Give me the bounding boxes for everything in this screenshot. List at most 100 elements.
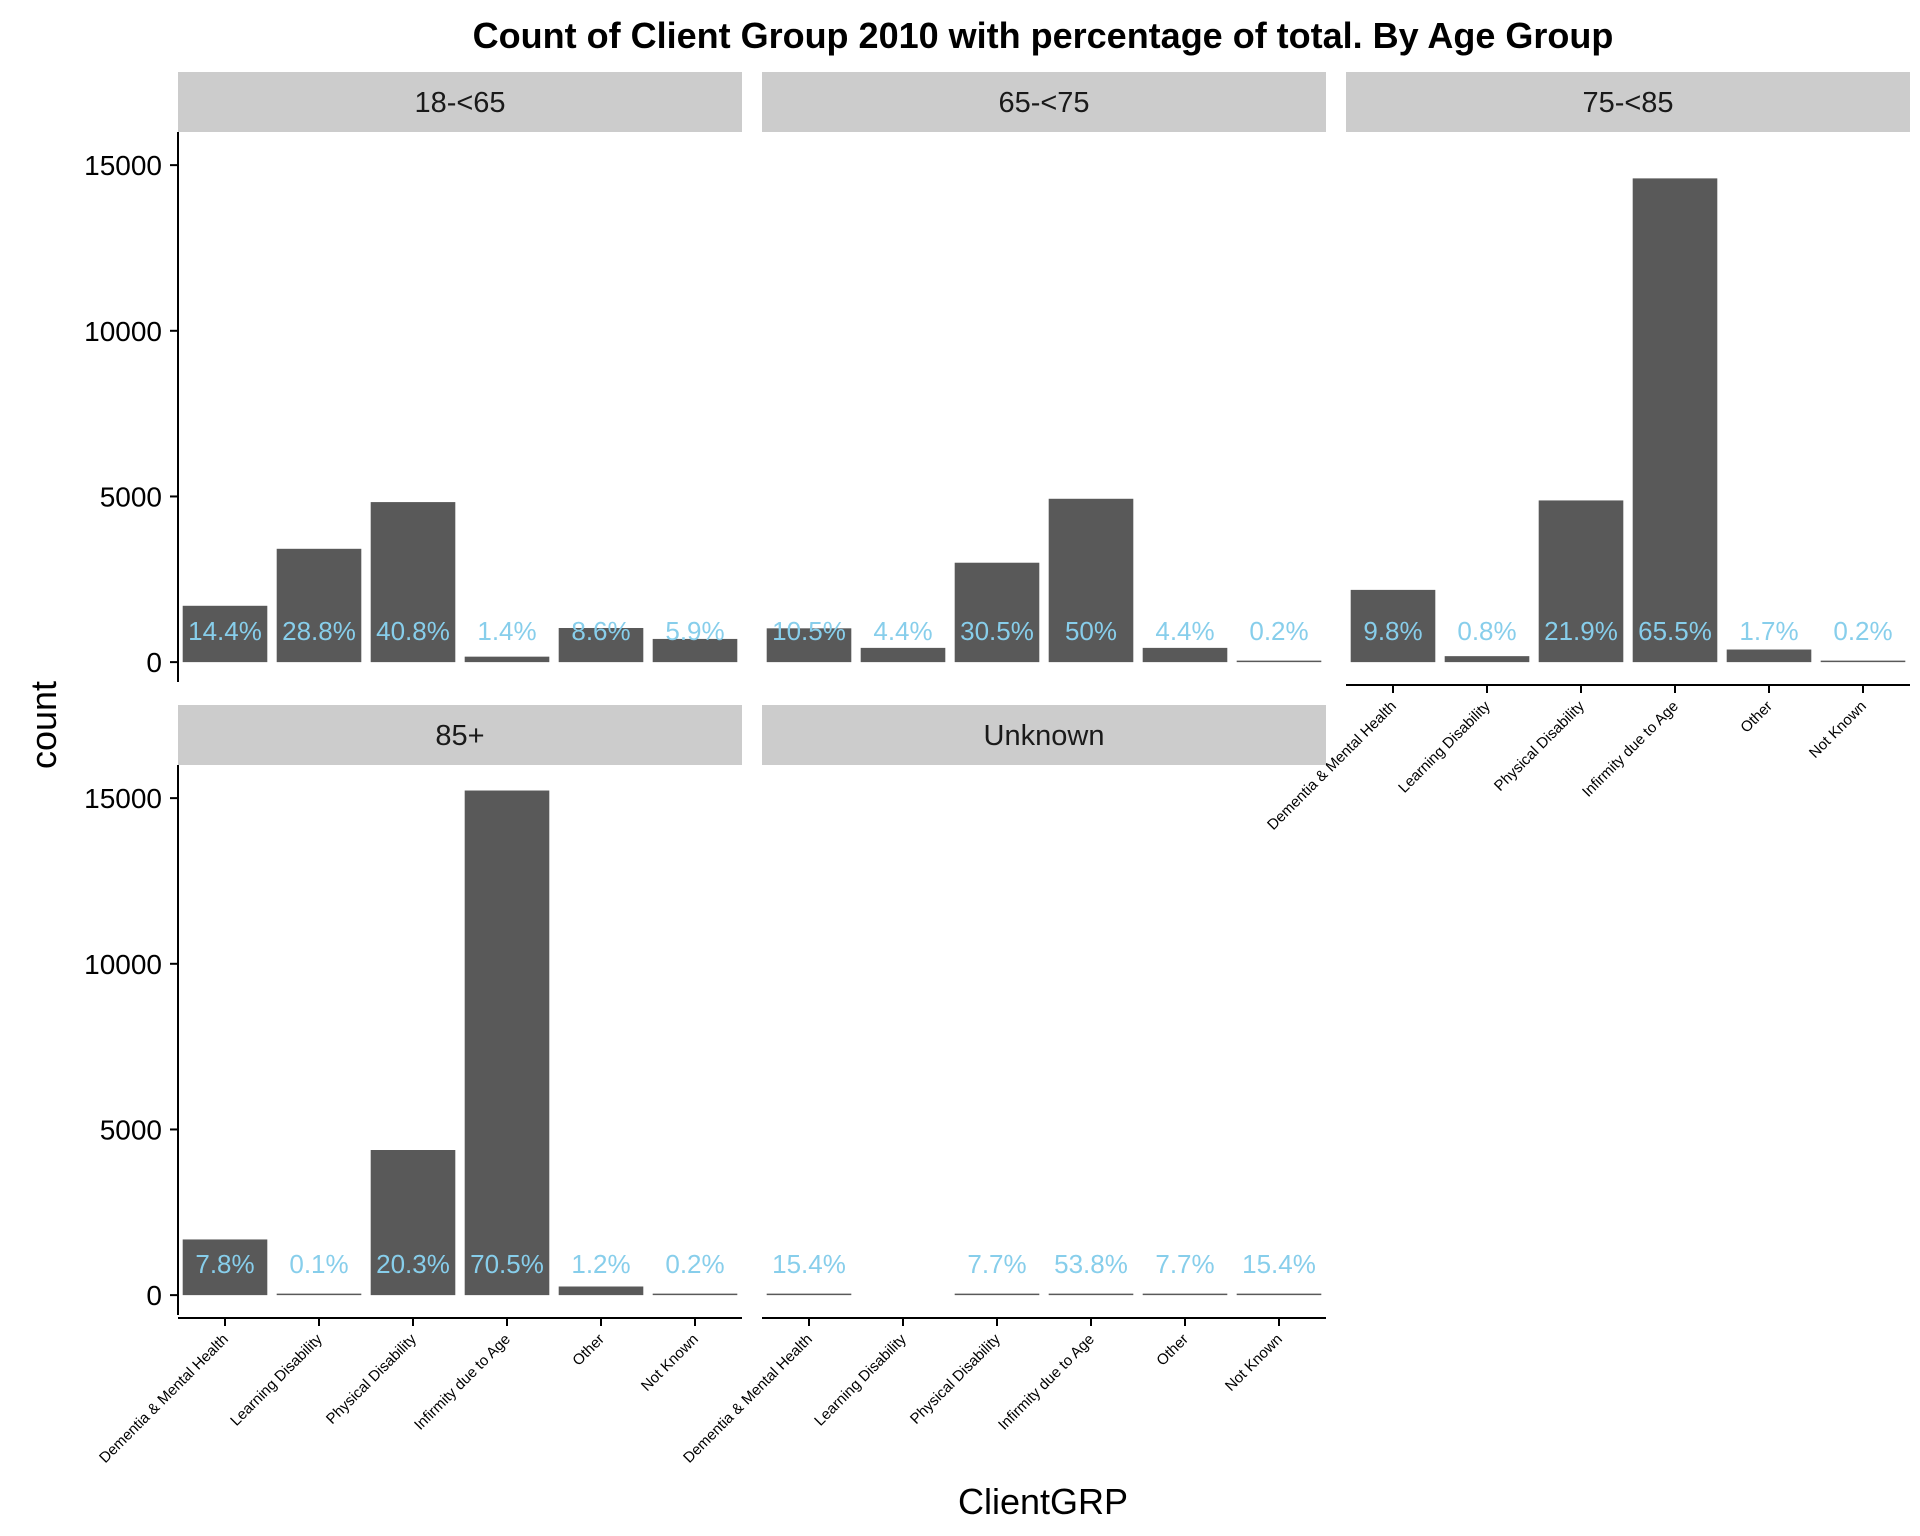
data-label: 15.4% [772, 1249, 846, 1279]
x-tick-label: Not Known [1806, 698, 1870, 762]
bar [1142, 647, 1228, 663]
data-label: 50% [1065, 616, 1117, 646]
bar [276, 548, 362, 663]
bar [276, 1293, 362, 1296]
data-label: 10.5% [772, 616, 846, 646]
data-label: 1.2% [571, 1249, 630, 1279]
bar [954, 562, 1040, 663]
data-label: 14.4% [188, 616, 262, 646]
bar [464, 790, 550, 1296]
data-label: 0.1% [289, 1249, 348, 1279]
y-tick-label: 15000 [84, 150, 162, 181]
facet-panel-75-85: 75-<859.8% 0.8% 21.9% 65.5% 1.7% 0.2%Dementia… [1264, 72, 1910, 834]
bar [182, 1239, 268, 1296]
x-tick-label: Infirmity due to Age [995, 1331, 1098, 1434]
bar [1048, 1293, 1134, 1296]
bar [1726, 649, 1812, 663]
data-label: 5.9% [665, 616, 724, 646]
bar [558, 1286, 644, 1296]
data-label: 0.8% [1457, 616, 1516, 646]
bar [558, 627, 644, 663]
y-tick-label: 10000 [84, 316, 162, 347]
chart-title: Count of Client Group 2010 with percenta… [473, 15, 1614, 56]
data-label: 4.4% [873, 616, 932, 646]
y-tick-label: 0 [146, 647, 162, 678]
y-tick-label: 5000 [100, 1114, 162, 1145]
facet-strip-label: 85+ [435, 720, 484, 752]
data-label: 0.2% [1833, 616, 1892, 646]
x-tick-label: Learning Disability [227, 1330, 326, 1429]
data-label: 65.5% [1638, 616, 1712, 646]
bar [182, 605, 268, 663]
bar [370, 1150, 456, 1296]
data-label: 7.8% [195, 1249, 254, 1279]
bar [860, 647, 946, 663]
x-tick-label: Not Known [638, 1331, 702, 1395]
data-label: 40.8% [376, 616, 450, 646]
facet-strip [178, 705, 742, 765]
facet-strip-label: 75-<85 [1582, 87, 1673, 119]
data-label: 28.8% [282, 616, 356, 646]
facet-panel-unknown: Unknown 15.4% 7.7% 53.8% 7.7% 15.4% Dementia &… [680, 705, 1326, 1467]
bar [1350, 589, 1436, 663]
data-label: 1.7% [1739, 616, 1798, 646]
data-label: 21.9% [1544, 616, 1618, 646]
x-tick-label: Other [1153, 1331, 1192, 1370]
data-label: 0.2% [1249, 616, 1308, 646]
x-tick-label: Other [1737, 698, 1776, 737]
facet-strip-label: 65-<75 [998, 87, 1089, 119]
data-label: 53.8% [1054, 1249, 1128, 1279]
facet-panel-65-75: 65-<75 10.5% 4.4% 30.5% 50% 4.4% 0.2% [762, 72, 1326, 663]
facet-panels: 18-<65 0 5000 10000 15000 14.4% 28.8% 40.8% 1.4%… [84, 72, 1910, 1467]
bar [1820, 660, 1906, 663]
x-tick-label: Not Known [1222, 1331, 1286, 1395]
data-label: 70.5% [470, 1249, 544, 1279]
bar [652, 638, 738, 663]
bar [1142, 1293, 1228, 1296]
y-tick-label: 10000 [84, 949, 162, 980]
facet-strip [762, 72, 1326, 132]
data-label: 8.6% [571, 616, 630, 646]
bar [1236, 660, 1322, 663]
bar [954, 1293, 1040, 1296]
bar [1048, 498, 1134, 663]
x-tick-label: Learning Disability [811, 1330, 910, 1429]
data-label: 1.4% [477, 616, 536, 646]
data-label: 9.8% [1363, 616, 1422, 646]
bar [370, 502, 456, 663]
data-label: 7.7% [967, 1249, 1026, 1279]
facet-strip [1346, 72, 1910, 132]
x-tick-label: Infirmity due to Age [411, 1331, 514, 1434]
data-label: 30.5% [960, 616, 1034, 646]
x-tick-label: Dementia & Mental Health [680, 1331, 816, 1467]
x-tick-label: Dementia & Mental Health [96, 1331, 232, 1467]
bar [766, 1293, 852, 1296]
y-tick-label: 0 [146, 1280, 162, 1311]
x-tick-label: Other [569, 1331, 608, 1370]
data-label: 0.2% [665, 1249, 724, 1279]
bar [1236, 1293, 1322, 1296]
x-tick-label: Physical Disability [1491, 697, 1588, 794]
data-label: 15.4% [1242, 1249, 1316, 1279]
bar [464, 656, 550, 663]
data-label: 20.3% [376, 1249, 450, 1279]
bar [766, 628, 852, 663]
y-tick-label: 5000 [100, 481, 162, 512]
data-label: 7.7% [1155, 1249, 1214, 1279]
bar [1632, 178, 1718, 663]
y-tick-label: 15000 [84, 783, 162, 814]
x-axis-label: ClientGRP [958, 1481, 1128, 1522]
bar [652, 1293, 738, 1296]
facet-strip-label: 18-<65 [414, 87, 505, 119]
facet-panel-85-: 85+ 0 5000 10000 15000 7.8% 0.1% 20.3% 70.5% 1.2%… [84, 705, 742, 1467]
data-label: 4.4% [1155, 616, 1214, 646]
facet-panel-18-65: 18-<65 0 5000 10000 15000 14.4% 28.8% 40.8% 1.4%… [84, 72, 742, 682]
bar [1538, 500, 1624, 663]
x-tick-label: Infirmity due to Age [1579, 698, 1682, 801]
y-axis-label: count [23, 681, 64, 769]
facet-strip-label: Unknown [984, 720, 1105, 752]
bar [1444, 656, 1530, 663]
x-tick-label: Physical Disability [323, 1330, 420, 1427]
facet-strip [178, 72, 742, 132]
